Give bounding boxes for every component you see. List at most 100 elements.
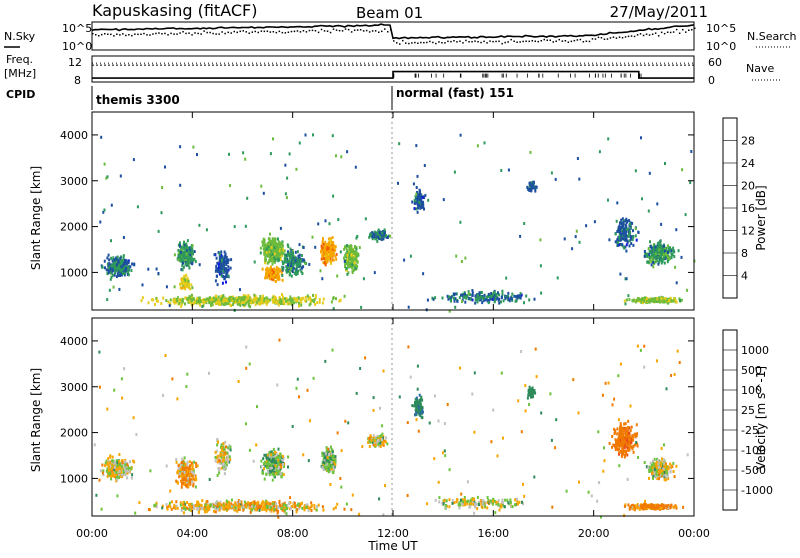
nsearch-point xyxy=(288,32,290,34)
data-cell xyxy=(285,258,287,261)
beam-label: Beam 01 xyxy=(356,4,423,22)
data-cell xyxy=(224,268,226,271)
data-cell xyxy=(194,250,196,253)
data-cell xyxy=(356,252,358,255)
data-cell xyxy=(181,287,183,290)
data-cell xyxy=(194,300,196,303)
data-cell xyxy=(321,258,323,261)
data-cell xyxy=(120,175,122,178)
nsearch-point xyxy=(342,30,344,32)
data-cell xyxy=(217,283,219,286)
data-cell xyxy=(287,254,289,257)
data-cell xyxy=(434,296,436,299)
data-cell xyxy=(630,238,632,241)
data-cell xyxy=(344,245,346,248)
data-cell xyxy=(675,228,677,231)
noise-right-tick-top: 10^5 xyxy=(706,22,736,35)
data-cell xyxy=(474,302,476,305)
data-cell xyxy=(674,266,676,269)
data-cell xyxy=(120,257,122,260)
data-cell xyxy=(226,275,228,278)
data-cell xyxy=(126,476,128,479)
nsearch-point xyxy=(318,32,320,33)
data-cell xyxy=(681,168,683,171)
nsearch-point xyxy=(550,40,552,42)
data-cell xyxy=(218,296,220,299)
data-cell xyxy=(644,255,646,258)
data-cell xyxy=(111,467,113,470)
data-cell xyxy=(278,448,280,451)
data-cell xyxy=(335,297,337,300)
data-cell xyxy=(657,256,659,259)
data-cell xyxy=(215,267,217,270)
data-cell xyxy=(270,463,272,466)
data-cell xyxy=(109,289,111,292)
nsearch-point xyxy=(158,32,160,34)
data-cell xyxy=(179,184,181,187)
data-cell xyxy=(167,300,169,303)
data-cell xyxy=(528,298,530,301)
data-cell xyxy=(356,235,358,238)
data-cell xyxy=(116,263,118,266)
nsearch-point xyxy=(134,34,136,36)
data-cell xyxy=(498,299,500,302)
nsearch-point xyxy=(547,40,549,42)
data-cell xyxy=(147,268,149,271)
data-cell xyxy=(114,258,116,261)
data-cell xyxy=(526,186,528,189)
data-cell xyxy=(195,478,197,481)
nsearch-point xyxy=(396,42,398,44)
data-cell xyxy=(188,267,190,270)
data-cell xyxy=(179,258,181,261)
nsearch-point xyxy=(643,35,645,37)
data-cell xyxy=(530,182,532,185)
data-cell xyxy=(278,461,280,464)
data-cell xyxy=(124,460,126,463)
data-cell xyxy=(464,293,466,296)
data-cell xyxy=(385,234,387,237)
data-cell xyxy=(108,266,110,269)
data-cell xyxy=(191,294,193,297)
data-cell xyxy=(116,478,118,481)
data-cell xyxy=(112,472,114,475)
nsearch-point xyxy=(276,32,278,34)
nsearch-point xyxy=(679,33,681,35)
data-cell xyxy=(290,267,292,270)
nsearch-point xyxy=(685,31,687,33)
data-cell xyxy=(277,258,279,261)
data-cell xyxy=(287,263,289,266)
data-cell xyxy=(632,238,634,241)
data-cell xyxy=(227,275,229,278)
data-cell xyxy=(187,259,189,262)
data-cell xyxy=(540,264,542,267)
data-cell xyxy=(175,480,177,483)
noise-curves xyxy=(92,24,696,45)
data-cell xyxy=(185,274,187,277)
data-cell xyxy=(335,154,337,157)
velocity-scatter xyxy=(94,339,689,519)
data-cell xyxy=(181,264,183,267)
data-cell xyxy=(276,249,278,252)
data-cell xyxy=(258,298,260,301)
data-cell xyxy=(211,302,213,305)
data-cell xyxy=(102,472,104,475)
data-cell xyxy=(262,457,264,460)
data-cell xyxy=(626,277,628,280)
data-cell xyxy=(453,297,455,300)
data-cell xyxy=(289,295,291,298)
nsearch-point xyxy=(411,42,413,44)
data-cell xyxy=(269,233,271,236)
data-cell xyxy=(223,448,225,451)
nsearch-point xyxy=(267,31,269,33)
data-cell xyxy=(331,300,333,303)
nsearch-point xyxy=(682,29,684,31)
data-cell xyxy=(635,169,637,172)
data-cell xyxy=(108,466,110,469)
data-cell xyxy=(324,457,326,460)
nave-label: Nave xyxy=(746,62,774,75)
data-cell xyxy=(474,294,476,297)
data-cell xyxy=(636,239,638,242)
data-cell xyxy=(507,292,509,295)
data-cell xyxy=(268,253,270,256)
data-cell xyxy=(681,299,683,302)
